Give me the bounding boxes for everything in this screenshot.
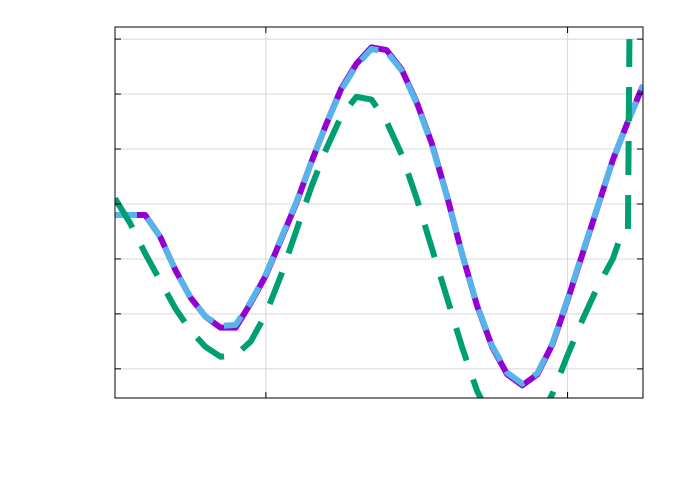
grid: [115, 27, 643, 398]
series-line: [115, 45, 643, 387]
series-line: [115, 39, 633, 398]
series-line: [115, 44, 643, 389]
plot-frame: [114, 26, 644, 399]
plot-area: [115, 39, 643, 398]
